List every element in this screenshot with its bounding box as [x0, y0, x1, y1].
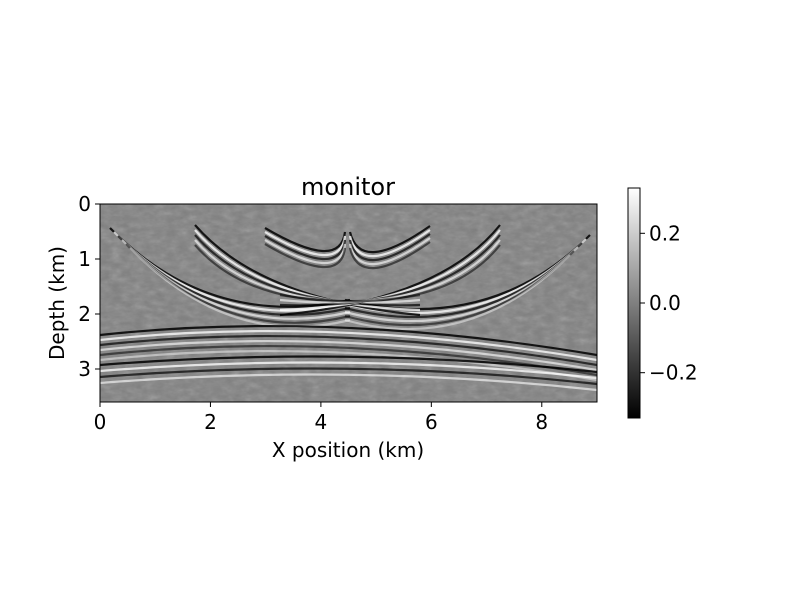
- y-tick-label: 1: [78, 247, 91, 271]
- colorbar-tick-label: 0.0: [649, 291, 681, 315]
- reflector-arc: [194, 234, 421, 307]
- reflector-arc: [100, 329, 597, 362]
- reflector-arc: [100, 349, 597, 382]
- reflector-arc: [125, 243, 351, 324]
- reflector-arc: [348, 241, 431, 270]
- chart-title: monitor: [301, 173, 395, 201]
- x-tick-label: 2: [204, 410, 217, 434]
- reflector-arc: [348, 237, 431, 266]
- y-tick-label: 0: [78, 192, 91, 216]
- reflector-arc: [279, 234, 501, 307]
- reflector-arc: [100, 367, 597, 386]
- reflector-arc: [279, 224, 501, 317]
- x-axis: 0 2 4 6 8: [94, 402, 548, 434]
- reflector-arc: [194, 229, 421, 312]
- y-tick-label: 3: [78, 357, 91, 381]
- y-axis-label: Depth (km): [45, 246, 69, 360]
- reflector-arc: [194, 224, 421, 317]
- colorbar-gradient: [627, 187, 641, 419]
- colorbar: 0.2 0.0 −0.2: [627, 187, 698, 419]
- reflector-arc: [100, 355, 597, 374]
- reflector-arc: [264, 235, 347, 261]
- reflector-arc: [100, 339, 597, 372]
- plot-frame: [99, 203, 598, 403]
- x-tick-label: 8: [535, 410, 548, 434]
- y-axis: 0 1 2 3: [78, 192, 100, 381]
- x-tick-label: 4: [315, 410, 328, 434]
- reflector-arc: [264, 243, 347, 269]
- reflector-arc: [279, 229, 501, 312]
- reflector-events: [100, 224, 597, 392]
- reflector-arc: [100, 334, 597, 367]
- reflector-arc: [279, 244, 501, 303]
- colorbar-ticks: 0.2 0.0 −0.2: [640, 221, 698, 385]
- reflector-arc: [348, 229, 431, 258]
- colorbar-tick-label: −0.2: [649, 361, 698, 385]
- colorbar-tick-label: 0.2: [649, 221, 681, 245]
- reflector-arc: [100, 373, 597, 392]
- reflector-arc: [344, 254, 571, 331]
- reflector-arc: [264, 231, 347, 257]
- reflector-arc: [100, 361, 597, 380]
- y-tick-label: 2: [78, 302, 91, 326]
- x-tick-label: 6: [425, 410, 438, 434]
- reflector-arc: [194, 239, 421, 304]
- reflector-arc: [344, 250, 575, 327]
- x-axis-label: X position (km): [272, 438, 424, 462]
- reflector-arc: [100, 344, 597, 377]
- reflector-arc: [348, 233, 431, 262]
- x-tick-label: 0: [94, 410, 107, 434]
- reflector-arc: [129, 247, 351, 328]
- reflector-arc: [264, 239, 347, 265]
- reflector-arc: [264, 227, 347, 253]
- seismic-image: [100, 204, 597, 402]
- reflector-arc: [100, 324, 597, 357]
- reflector-arc: [348, 225, 431, 254]
- reflector-arc: [279, 239, 501, 304]
